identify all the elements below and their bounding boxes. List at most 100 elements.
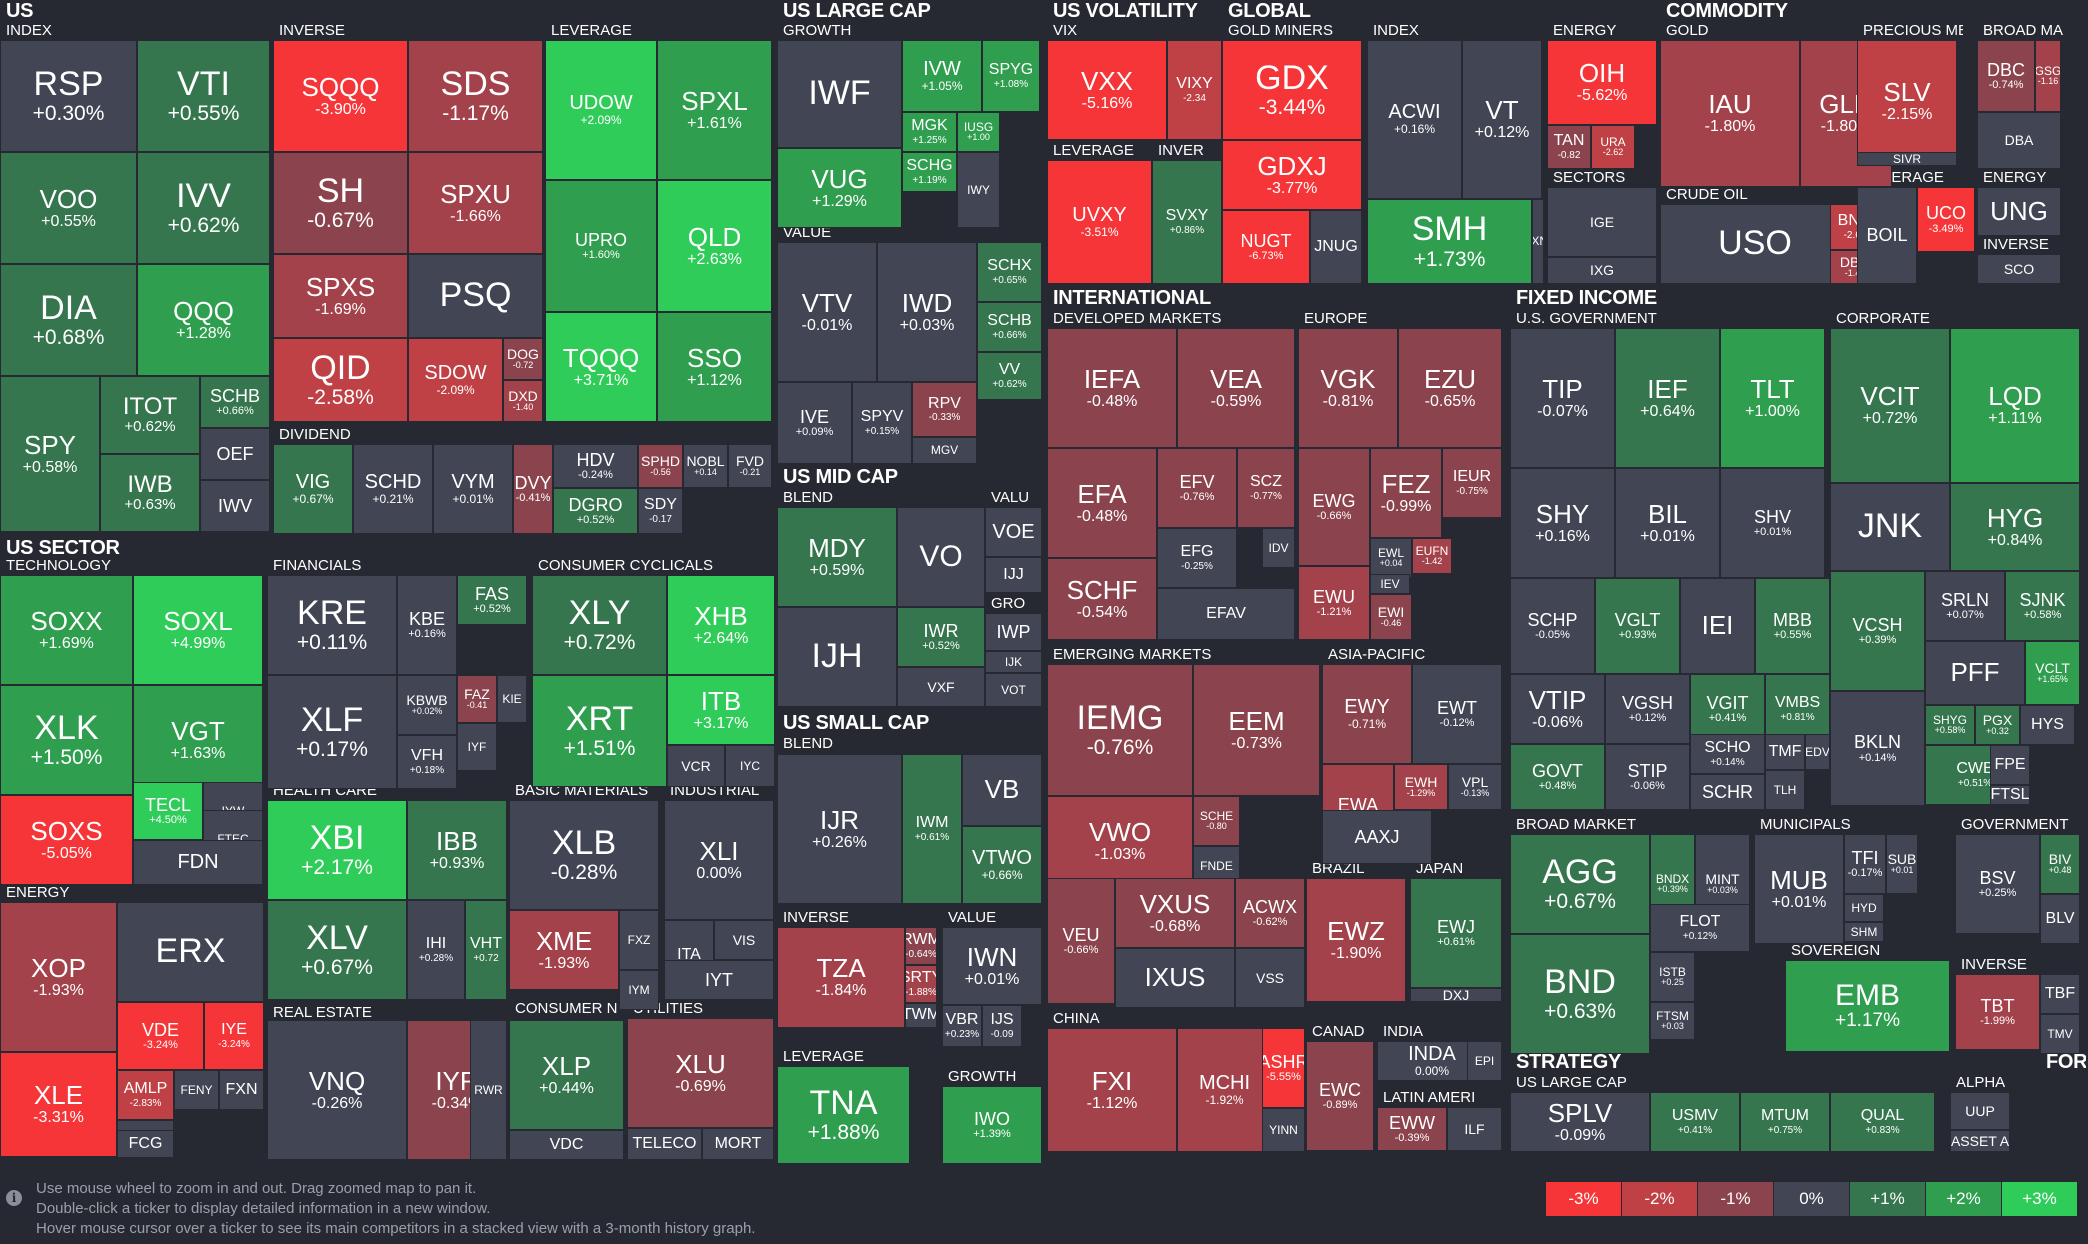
ticker-tile[interactable]: RSP +0.30%: [0, 40, 137, 152]
ticker-tile[interactable]: FVD -0.21: [728, 444, 772, 488]
ticker-tile[interactable]: SCHF -0.54%: [1047, 558, 1157, 640]
ticker-tile[interactable]: IGE: [1547, 187, 1657, 257]
ticker-tile[interactable]: SCHP -0.05%: [1510, 578, 1595, 674]
ticker-tile[interactable]: VOO +0.55%: [0, 152, 137, 264]
ticker-tile[interactable]: DBC -0.74%: [1977, 40, 2035, 112]
ticker-tile[interactable]: USO: [1660, 204, 1850, 284]
ticker-tile[interactable]: IYE -3.24%: [204, 1002, 264, 1070]
ticker-tile[interactable]: SH -0.67%: [273, 152, 408, 254]
ticker-tile[interactable]: SPXS -1.69%: [273, 254, 408, 338]
ticker-tile[interactable]: SCO: [1977, 254, 2061, 284]
ticker-tile[interactable]: VSS: [1235, 948, 1305, 1008]
ticker-tile[interactable]: IYT: [664, 960, 774, 1000]
ticker-tile[interactable]: MCHI -1.92%: [1177, 1028, 1272, 1152]
ticker-tile[interactable]: VHT +0.72: [465, 900, 507, 1000]
ticker-tile[interactable]: VCLT +1.65%: [2025, 641, 2080, 705]
ticker-tile[interactable]: VV +0.62%: [977, 352, 1042, 400]
ticker-tile[interactable]: IWD +0.03%: [877, 242, 977, 382]
ticker-tile[interactable]: SIVR: [1857, 152, 1957, 166]
ticker-tile[interactable]: VXF: [897, 667, 985, 707]
ticker-tile[interactable]: IYF: [457, 723, 497, 771]
ticker-tile[interactable]: XRT +1.51%: [532, 675, 667, 787]
ticker-tile[interactable]: SCHO +0.14%: [1690, 734, 1765, 774]
ticker-tile[interactable]: MDY +0.59%: [777, 507, 897, 607]
ticker-tile[interactable]: XLY +0.72%: [532, 575, 667, 675]
ticker-tile[interactable]: UCO -3.49%: [1917, 187, 1975, 252]
ticker-tile[interactable]: URA -2.62: [1591, 125, 1635, 169]
ticker-tile[interactable]: TBT -1.99%: [1955, 974, 2040, 1050]
ticker-tile[interactable]: TWM: [905, 1003, 937, 1028]
ticker-tile[interactable]: PFF: [1925, 641, 2025, 705]
ticker-tile[interactable]: IDV: [1262, 528, 1295, 568]
ticker-tile[interactable]: FAS +0.52%: [457, 575, 527, 625]
ticker-tile[interactable]: VCIT +0.72%: [1830, 328, 1950, 483]
ticker-tile[interactable]: SDY -0.17: [638, 488, 683, 534]
ticker-tile[interactable]: SPXL +1.61%: [657, 40, 772, 180]
ticker-tile[interactable]: OEF: [200, 428, 270, 480]
ticker-tile[interactable]: FLOT +0.12%: [1650, 904, 1750, 952]
ticker-tile[interactable]: XLE -3.31%: [0, 1052, 117, 1157]
ticker-tile[interactable]: XOP -1.93%: [0, 902, 117, 1052]
ticker-tile[interactable]: DXJ: [1410, 988, 1502, 1002]
ticker-tile[interactable]: STIP -0.06%: [1605, 744, 1690, 810]
ticker-tile[interactable]: VXX -5.16%: [1047, 40, 1167, 140]
ticker-tile[interactable]: VIXY -2.34: [1167, 40, 1222, 140]
ticker-tile[interactable]: DBA: [1977, 112, 2061, 169]
ticker-tile[interactable]: UPRO +1.60%: [545, 180, 657, 312]
ticker-tile[interactable]: IEI: [1680, 578, 1755, 674]
ticker-tile[interactable]: RPV -0.33%: [912, 382, 977, 437]
ticker-tile[interactable]: EWL +0.04: [1370, 538, 1412, 578]
ticker-tile[interactable]: IJJ: [985, 557, 1042, 593]
ticker-tile[interactable]: IWV: [200, 480, 270, 532]
ticker-tile[interactable]: SCZ -0.77%: [1237, 448, 1295, 528]
ticker-tile[interactable]: FAZ -0.41: [457, 675, 497, 723]
ticker-tile[interactable]: BOIL: [1857, 187, 1917, 284]
ticker-tile[interactable]: EWW -0.39%: [1377, 1107, 1447, 1151]
ticker-tile[interactable]: SJNK +0.58%: [2005, 571, 2080, 641]
ticker-tile[interactable]: ILF: [1447, 1107, 1502, 1151]
ticker-tile[interactable]: UVXY -3.51%: [1047, 160, 1152, 284]
ticker-tile[interactable]: EFA -0.48%: [1047, 448, 1157, 558]
ticker-tile[interactable]: HDV -0.24%: [553, 444, 638, 488]
ticker-tile[interactable]: SVXY +0.86%: [1152, 160, 1222, 284]
ticker-tile[interactable]: SPYG +1.08%: [982, 40, 1040, 112]
ticker-tile[interactable]: OIH -5.62%: [1547, 40, 1657, 125]
ticker-tile[interactable]: XLV +0.67%: [267, 900, 407, 1000]
ticker-tile[interactable]: MBB +0.55%: [1755, 578, 1830, 674]
ticker-tile[interactable]: SQQQ -3.90%: [273, 40, 408, 152]
ticker-tile[interactable]: KBE +0.16%: [397, 575, 457, 675]
ticker-tile[interactable]: XHB +2.64%: [667, 575, 775, 675]
ticker-tile[interactable]: FTSL: [1990, 785, 2030, 805]
ticker-tile[interactable]: AGG +0.67%: [1510, 834, 1650, 934]
ticker-tile[interactable]: EZU -0.65%: [1398, 328, 1502, 448]
ticker-tile[interactable]: XLF +0.17%: [267, 675, 397, 789]
ticker-tile[interactable]: HYD: [1844, 894, 1884, 922]
ticker-tile[interactable]: MGK +1.25%: [902, 112, 957, 152]
ticker-tile[interactable]: SRTY-1.88%: [905, 965, 937, 1003]
ticker-tile[interactable]: IAU -1.80%: [1660, 40, 1800, 187]
ticker-tile[interactable]: FPE: [1990, 745, 2030, 785]
ticker-tile[interactable]: VMBS +0.81%: [1765, 674, 1830, 744]
ticker-tile[interactable]: VBR +0.23%: [942, 1005, 982, 1047]
ticker-tile[interactable]: EPI: [1467, 1041, 1502, 1081]
ticker-tile[interactable]: IYM: [619, 970, 659, 1010]
ticker-tile[interactable]: IWY: [957, 152, 1000, 228]
ticker-tile[interactable]: IWP: [985, 613, 1042, 651]
ticker-tile[interactable]: SHM: [1844, 922, 1884, 942]
ticker-tile[interactable]: EWJ +0.61%: [1410, 878, 1502, 988]
ticker-tile[interactable]: VEU -0.66%: [1047, 878, 1115, 1004]
ticker-tile[interactable]: USMV +0.41%: [1650, 1092, 1740, 1152]
ticker-tile[interactable]: JNK: [1830, 483, 1950, 571]
ticker-tile[interactable]: IXN: [1532, 199, 1544, 284]
ticker-tile[interactable]: VIG +0.67%: [273, 444, 353, 534]
ticker-tile[interactable]: SRLN +0.07%: [1925, 571, 2005, 641]
ticker-tile[interactable]: VWO -1.03%: [1047, 796, 1193, 886]
ticker-tile[interactable]: RWR: [470, 1020, 507, 1160]
ticker-tile[interactable]: VUG +1.29%: [777, 148, 902, 228]
ticker-tile[interactable]: VO: [897, 507, 985, 607]
ticker-tile[interactable]: XLI 0.00%: [664, 800, 774, 920]
ticker-tile[interactable]: IHI +0.28%: [407, 900, 465, 1000]
ticker-tile[interactable]: TQQQ +3.71%: [545, 312, 657, 422]
ticker-tile[interactable]: EFAV: [1157, 588, 1295, 640]
ticker-tile[interactable]: DGRO +0.52%: [553, 488, 638, 534]
